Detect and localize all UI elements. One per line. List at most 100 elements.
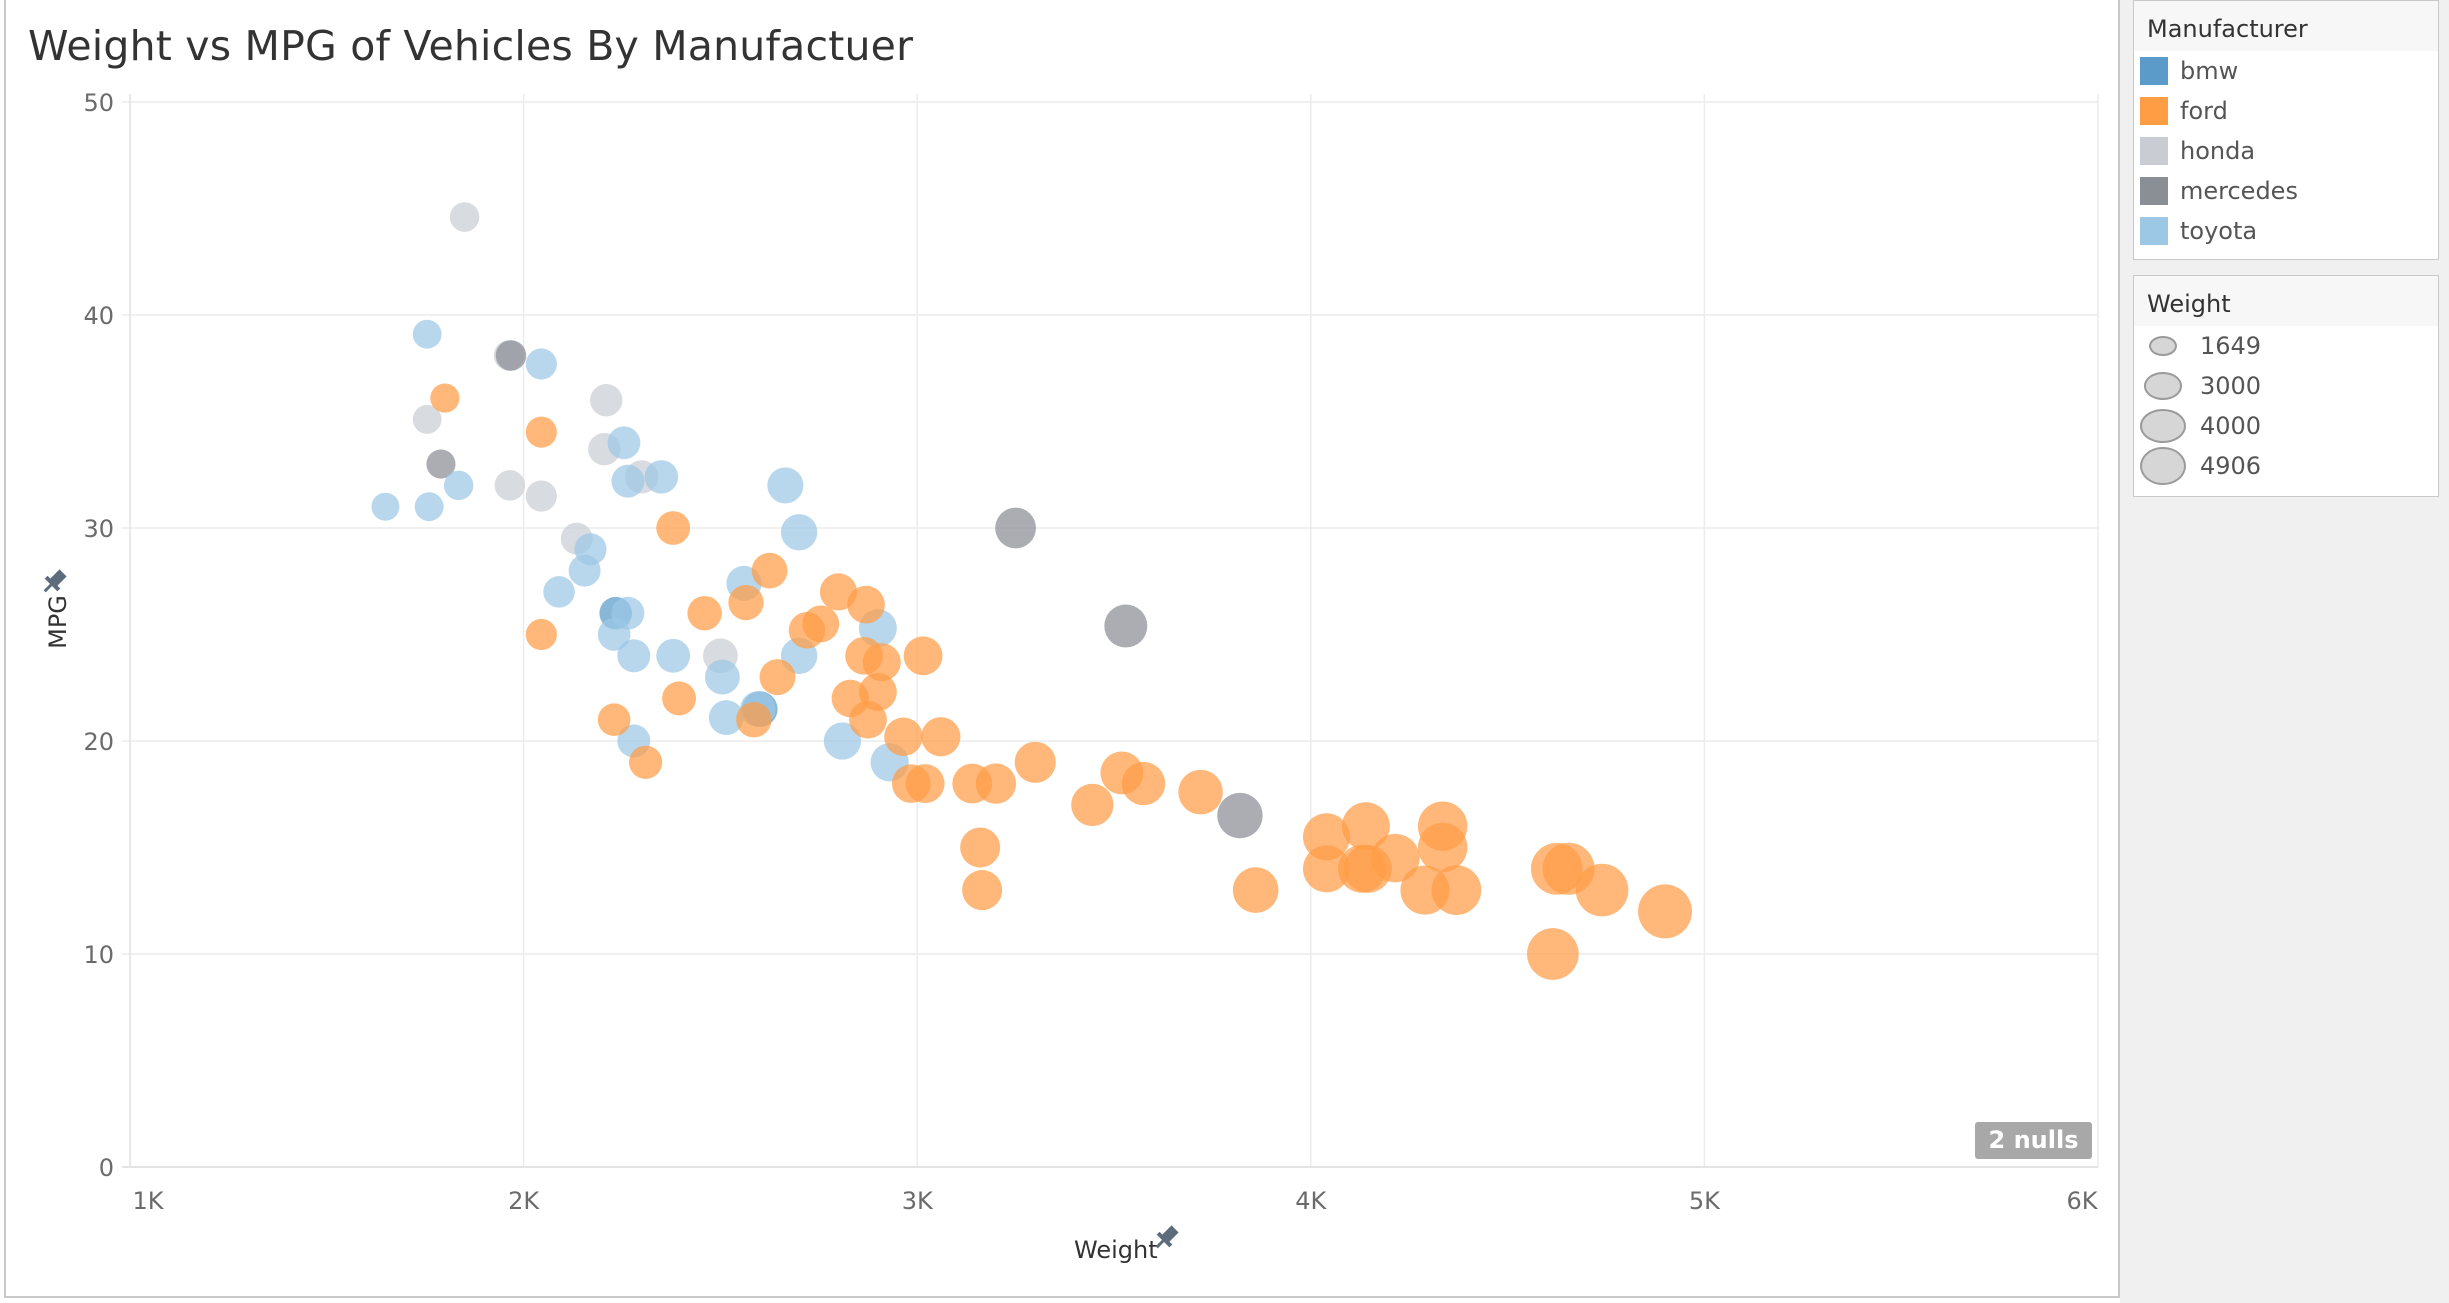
y-axis-title: MPG: [44, 595, 72, 649]
size-legend-item[interactable]: 3000: [2134, 366, 2438, 406]
size-legend-item[interactable]: 4000: [2134, 406, 2438, 446]
data-point-toyota[interactable]: [371, 492, 400, 521]
data-point-toyota[interactable]: [443, 470, 474, 501]
data-point-ford[interactable]: [656, 511, 691, 545]
chart-title: Weight vs MPG of Vehicles By Manufactuer: [28, 22, 914, 70]
data-point-ford[interactable]: [1527, 928, 1579, 980]
data-point-ford[interactable]: [628, 745, 663, 779]
data-point-honda[interactable]: [494, 470, 526, 501]
data-point-ford[interactable]: [662, 681, 697, 716]
legend-swatch: [2140, 57, 2168, 85]
data-point-toyota[interactable]: [708, 700, 744, 736]
data-point-ford[interactable]: [1417, 822, 1468, 873]
data-point-ford[interactable]: [858, 673, 897, 712]
size-legend: Weight 1649 3000 4000 4906: [2133, 275, 2439, 497]
x-axis-pin-icon[interactable]: [1150, 1223, 1181, 1254]
data-point-toyota[interactable]: [525, 348, 557, 380]
y-tick-label: 50: [83, 89, 114, 117]
data-point-ford[interactable]: [1431, 865, 1482, 915]
size-legend-item[interactable]: 1649: [2134, 326, 2438, 366]
data-point-ford[interactable]: [736, 701, 772, 738]
size-legend-label: 1649: [2200, 332, 2262, 360]
data-point-ford[interactable]: [802, 605, 840, 643]
x-tick-label: 3K: [902, 1187, 934, 1215]
data-point-ford[interactable]: [728, 584, 764, 621]
legend-swatch: [2140, 137, 2168, 165]
y-tick-label: 20: [83, 728, 114, 756]
data-point-toyota[interactable]: [780, 514, 818, 551]
size-legend-label: 4000: [2200, 412, 2262, 440]
data-points: [371, 202, 1693, 980]
data-point-toyota[interactable]: [574, 533, 607, 566]
viz-frame: [4, 0, 2120, 1298]
size-legend-circle: [2143, 372, 2183, 400]
data-point-mercedes[interactable]: [495, 340, 527, 371]
data-point-ford[interactable]: [1303, 845, 1351, 893]
data-point-ford[interactable]: [962, 870, 1003, 911]
data-point-mercedes[interactable]: [995, 507, 1036, 549]
y-axis-pin-icon[interactable]: [38, 567, 69, 598]
data-point-mercedes[interactable]: [1217, 792, 1263, 839]
data-point-ford[interactable]: [884, 717, 923, 756]
data-point-toyota[interactable]: [644, 460, 679, 494]
legend-label: honda: [2180, 137, 2256, 165]
data-point-toyota[interactable]: [617, 639, 651, 673]
data-point-ford[interactable]: [1341, 802, 1390, 851]
legend-item-mercedes[interactable]: mercedes: [2134, 171, 2438, 211]
x-tick-label: 4K: [1295, 1187, 1327, 1215]
data-point-toyota[interactable]: [607, 426, 641, 460]
data-point-ford[interactable]: [862, 643, 901, 682]
data-point-ford[interactable]: [1121, 761, 1166, 806]
data-point-ford[interactable]: [751, 552, 788, 589]
data-point-toyota[interactable]: [543, 576, 575, 608]
legend-swatch: [2140, 97, 2168, 125]
legend-swatch: [2140, 177, 2168, 205]
size-legend-circle: [2140, 409, 2186, 443]
data-point-honda[interactable]: [412, 404, 442, 434]
data-point-ford[interactable]: [759, 659, 796, 696]
data-point-ford[interactable]: [525, 416, 557, 448]
data-point-ford[interactable]: [905, 764, 945, 804]
data-point-ford[interactable]: [960, 827, 1001, 868]
y-tick-label: 40: [83, 302, 114, 330]
data-point-ford[interactable]: [430, 383, 460, 413]
data-point-ford[interactable]: [975, 763, 1017, 804]
data-point-toyota[interactable]: [611, 596, 645, 630]
data-point-honda[interactable]: [590, 383, 623, 417]
data-point-toyota[interactable]: [823, 722, 862, 760]
data-point-toyota[interactable]: [704, 659, 740, 695]
data-point-ford[interactable]: [525, 618, 557, 651]
data-point-ford[interactable]: [1178, 769, 1223, 815]
legend-item-ford[interactable]: ford: [2134, 91, 2438, 131]
data-point-honda[interactable]: [449, 202, 480, 232]
color-legend-items: bmw ford honda mercedes toyota: [2134, 51, 2438, 251]
x-tick-label: 5K: [1689, 1187, 1721, 1215]
data-point-ford[interactable]: [1371, 833, 1420, 883]
data-point-ford[interactable]: [847, 585, 885, 624]
data-point-ford[interactable]: [1014, 741, 1056, 783]
data-point-ford[interactable]: [921, 717, 961, 757]
data-point-toyota[interactable]: [414, 492, 444, 522]
data-point-ford[interactable]: [903, 636, 943, 676]
legend-item-bmw[interactable]: bmw: [2134, 51, 2438, 91]
data-point-ford[interactable]: [687, 595, 722, 631]
color-legend-title: Manufacturer: [2134, 1, 2438, 51]
legend-item-honda[interactable]: honda: [2134, 131, 2438, 171]
legend-item-toyota[interactable]: toyota: [2134, 211, 2438, 251]
data-point-ford[interactable]: [1638, 884, 1693, 939]
data-point-toyota[interactable]: [611, 464, 645, 498]
data-point-toyota[interactable]: [656, 638, 691, 673]
data-point-mercedes[interactable]: [426, 449, 456, 479]
data-point-ford[interactable]: [1232, 867, 1279, 913]
x-axis-title: Weight: [1074, 1236, 1158, 1264]
data-point-toyota[interactable]: [767, 467, 804, 504]
data-point-ford[interactable]: [1575, 863, 1629, 917]
data-point-mercedes[interactable]: [1104, 604, 1148, 648]
size-legend-item[interactable]: 4906: [2134, 446, 2438, 486]
nulls-indicator-badge[interactable]: 2 nulls: [1975, 1122, 2092, 1159]
data-point-honda[interactable]: [525, 480, 557, 512]
data-point-toyota[interactable]: [412, 319, 442, 349]
data-point-ford[interactable]: [1071, 783, 1114, 827]
data-point-ford[interactable]: [597, 703, 631, 737]
